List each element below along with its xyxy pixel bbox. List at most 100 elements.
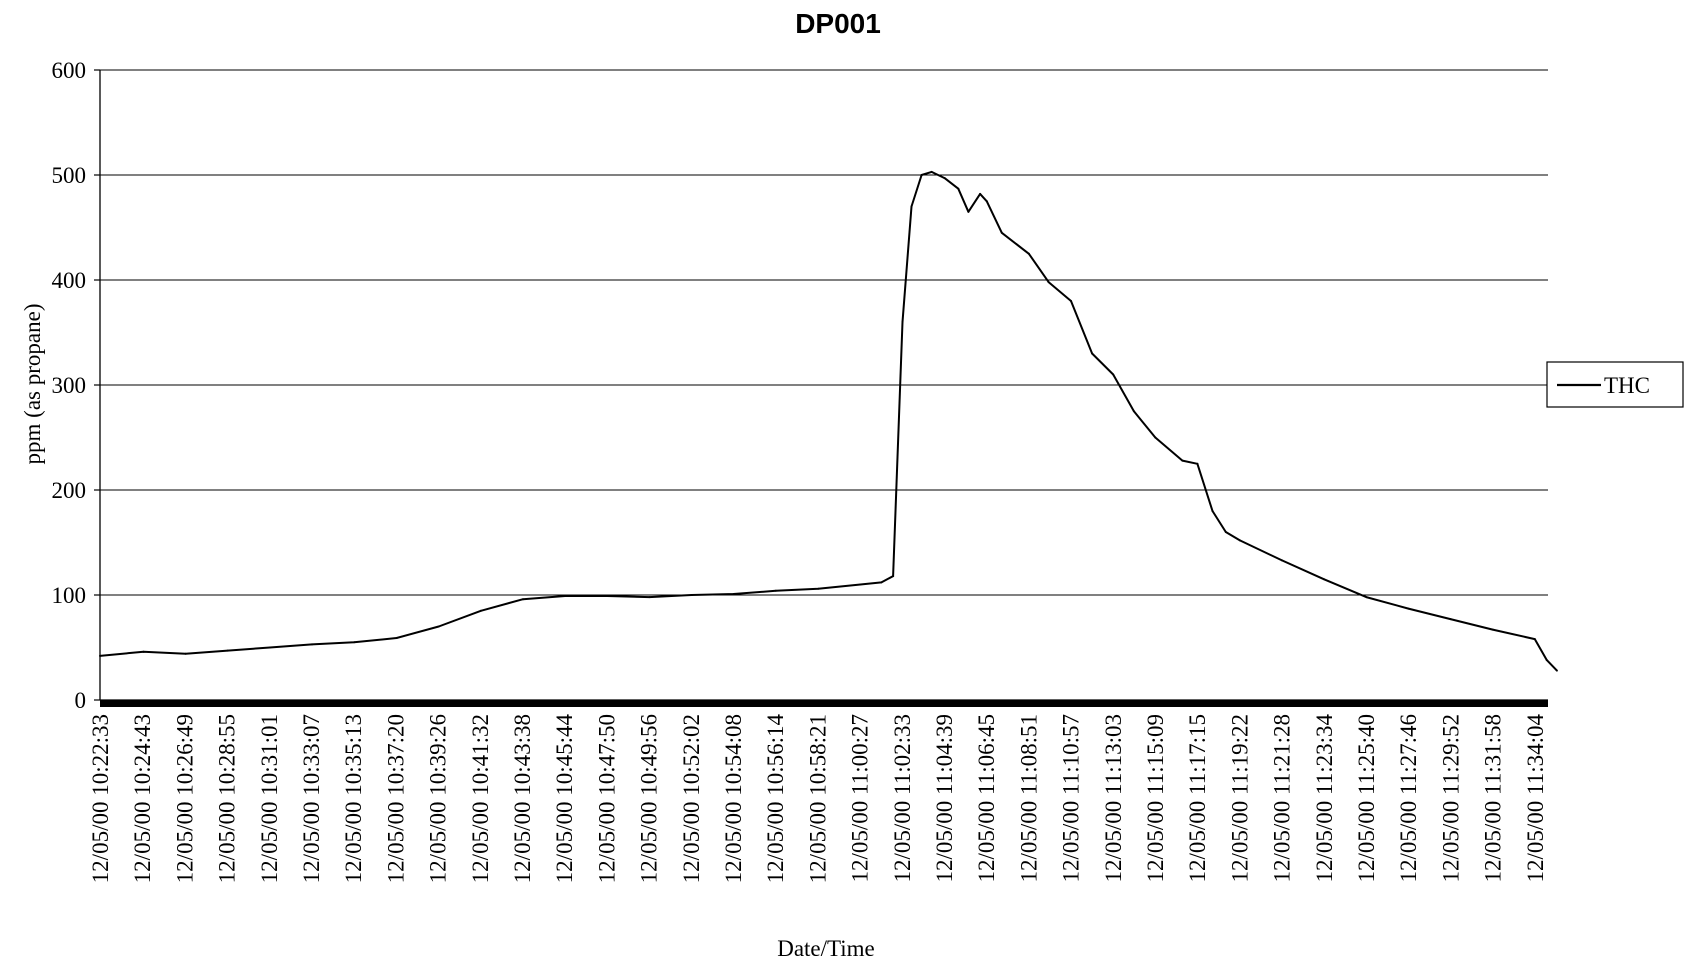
x-tick-label: 12/05/00 11:27:46 <box>1396 714 1421 882</box>
axes <box>99 70 1548 707</box>
x-tick-label: 12/05/00 10:49:56 <box>637 714 662 883</box>
x-axis-ticks: 12/05/00 10:22:33 12/05/00 10:24:43 12/05/… <box>88 714 1548 884</box>
series-layer <box>99 170 1558 672</box>
x-tick-label: 12/05/00 10:45:44 <box>552 714 577 884</box>
y-tick-label: 600 <box>52 58 87 83</box>
data-point <box>353 641 356 644</box>
y-tick-label: 500 <box>52 163 87 188</box>
data-point <box>142 650 145 653</box>
x-tick-label: 12/05/00 11:10:57 <box>1059 714 1084 882</box>
data-point <box>930 170 933 173</box>
data-point <box>1000 231 1003 234</box>
x-tick-label: 12/05/00 10:22:33 <box>88 714 113 883</box>
x-tick-label: 12/05/00 10:47:50 <box>594 714 619 883</box>
y-tick-label: 0 <box>75 688 87 713</box>
data-point <box>564 595 567 597</box>
x-tick-label: 12/05/00 11:21:28 <box>1270 714 1295 882</box>
data-point <box>957 187 960 190</box>
data-point <box>1154 436 1157 439</box>
x-tick-label: 12/05/00 10:39:26 <box>426 714 451 883</box>
data-point <box>1449 618 1452 621</box>
x-tick-label: 12/05/00 10:56:14 <box>763 714 788 884</box>
y-tick-label: 400 <box>52 268 87 293</box>
x-tick-label: 12/05/00 11:15:09 <box>1143 714 1168 882</box>
data-point <box>817 587 820 590</box>
x-tick-label: 12/05/00 10:58:21 <box>805 714 830 883</box>
data-point <box>967 210 970 213</box>
data-point <box>732 593 735 595</box>
data-point <box>311 643 313 646</box>
x-tick-label: 12/05/00 10:33:07 <box>299 714 324 883</box>
x-tick-label: 12/05/00 10:37:20 <box>383 714 408 883</box>
data-point <box>479 609 482 612</box>
y-tick-label: 200 <box>52 478 87 503</box>
y-axis-label: ppm (as propane) <box>20 304 45 465</box>
data-point <box>184 652 187 655</box>
data-point <box>1196 462 1199 465</box>
data-point <box>606 595 609 597</box>
chart-title: DP001 <box>795 8 881 39</box>
x-tick-label: 12/05/00 10:43:38 <box>510 714 535 883</box>
x-tick-label: 12/05/00 10:31:01 <box>257 714 282 883</box>
data-point <box>1533 638 1536 641</box>
x-tick-label: 12/05/00 10:35:13 <box>341 714 366 883</box>
x-tick-label: 12/05/00 11:31:58 <box>1481 714 1506 882</box>
x-axis-minor-ticks <box>100 700 1548 707</box>
data-point <box>522 598 524 601</box>
data-point <box>901 321 904 323</box>
data-point <box>648 596 651 599</box>
data-point <box>1211 510 1214 512</box>
data-point <box>1070 300 1072 302</box>
x-tick-label: 12/05/00 11:04:39 <box>932 714 957 882</box>
data-point <box>268 646 271 649</box>
legend: THC <box>1546 361 1684 408</box>
series-line-thc <box>99 170 1558 672</box>
x-axis-label: Date/Time <box>777 936 875 961</box>
legend-label-thc: THC <box>1604 373 1650 398</box>
data-point <box>943 177 946 180</box>
data-point <box>690 594 693 596</box>
data-point <box>1047 281 1050 284</box>
data-point <box>226 649 229 652</box>
data-point <box>979 192 982 195</box>
y-tick-label: 300 <box>52 373 87 398</box>
x-tick-label: 12/05/00 11:13:03 <box>1101 714 1126 882</box>
x-tick-label: 12/05/00 10:54:08 <box>721 714 746 883</box>
x-tick-label: 12/05/00 11:34:04 <box>1523 714 1548 883</box>
data-point <box>1091 352 1094 355</box>
data-point <box>880 581 883 584</box>
x-tick-label: 12/05/00 10:26:49 <box>172 714 197 883</box>
x-tick-label: 12/05/00 10:52:02 <box>679 714 704 883</box>
data-point <box>1545 659 1548 662</box>
data-point <box>892 575 895 578</box>
data-point <box>1224 531 1227 533</box>
data-point <box>1238 539 1241 542</box>
gridlines <box>100 69 1548 596</box>
data-point <box>1027 252 1030 255</box>
x-tick-label: 12/05/00 11:25:40 <box>1354 714 1379 882</box>
y-axis-ticks: 0 100 200 300 400 500 600 <box>52 58 100 713</box>
x-tick-label: 12/05/00 10:24:43 <box>130 714 155 883</box>
x-tick-label: 12/05/00 11:06:45 <box>974 714 999 882</box>
x-tick-label: 12/05/00 11:23:34 <box>1312 714 1337 883</box>
data-point <box>1407 607 1410 610</box>
data-point <box>1281 559 1283 562</box>
data-point <box>1132 410 1135 413</box>
x-tick-label: 12/05/00 11:19:22 <box>1227 714 1252 882</box>
x-tick-label: 12/05/00 11:00:27 <box>848 714 873 882</box>
data-point <box>1181 459 1184 462</box>
data-point <box>1112 373 1115 376</box>
x-tick-label: 12/05/00 11:08:51 <box>1016 714 1041 882</box>
y-tick-label: 100 <box>52 583 87 608</box>
data-point <box>99 654 101 657</box>
x-tick-label: 12/05/00 10:41:32 <box>468 714 493 883</box>
data-point <box>920 174 923 176</box>
data-point <box>1365 596 1368 599</box>
data-point <box>437 625 440 628</box>
data-point <box>910 205 913 208</box>
x-tick-label: 12/05/00 11:29:52 <box>1438 714 1463 882</box>
data-point <box>1555 669 1558 672</box>
data-point <box>859 583 862 586</box>
